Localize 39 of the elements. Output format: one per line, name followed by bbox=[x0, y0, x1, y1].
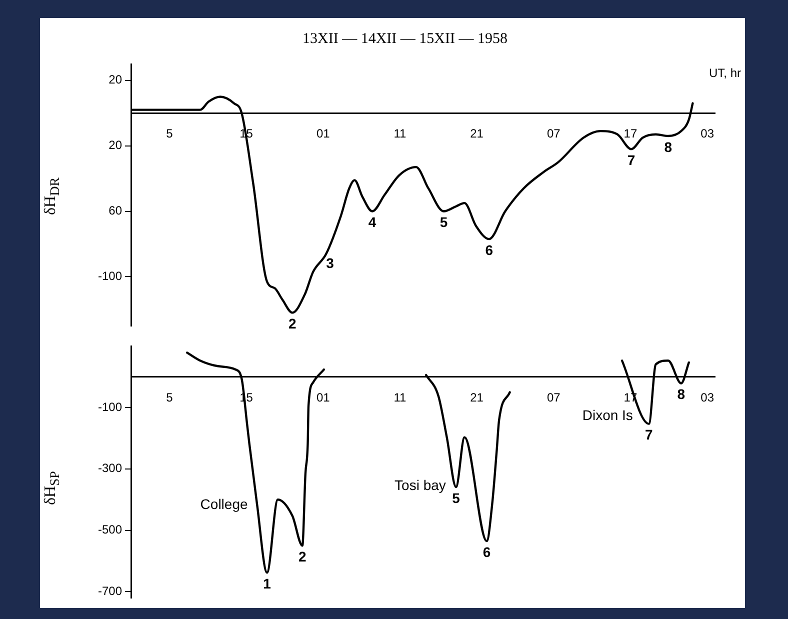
annotation: 2 bbox=[288, 316, 296, 332]
x-tick-label: 21 bbox=[470, 390, 484, 404]
x-tick-label: 03 bbox=[700, 390, 714, 404]
y-tick-label: 20 bbox=[108, 138, 122, 152]
y-tick-label: -100 bbox=[98, 269, 122, 284]
x-tick-label: 01 bbox=[316, 390, 330, 404]
y-tick-label: -100 bbox=[98, 400, 122, 414]
annotation: 4 bbox=[368, 214, 376, 230]
annotation: 2 bbox=[298, 548, 306, 564]
annotation: 5 bbox=[452, 490, 460, 506]
annotation: 6 bbox=[485, 242, 494, 258]
x-tick-label: 11 bbox=[394, 126, 407, 141]
x-tick-label: 07 bbox=[546, 390, 561, 404]
annotation: 7 bbox=[627, 152, 636, 168]
x-axis-title: UT, hr bbox=[708, 66, 741, 80]
x-tick-label: 11 bbox=[394, 390, 407, 404]
x-tick-label: 5 bbox=[166, 126, 174, 141]
annotation: 7 bbox=[645, 426, 654, 443]
y-tick-label: 60 bbox=[108, 204, 122, 218]
x-tick-label: 03 bbox=[700, 126, 714, 141]
x-tick-label: 17 bbox=[624, 126, 638, 141]
annotation: 1 bbox=[263, 576, 272, 592]
annotation: 8 bbox=[664, 138, 672, 155]
annotation: 8 bbox=[677, 386, 686, 402]
annotation: 5 bbox=[440, 214, 448, 230]
annotation: 6 bbox=[482, 544, 491, 560]
x-tick-label: 21 bbox=[470, 126, 484, 141]
series-label: College bbox=[200, 496, 248, 512]
y-tick-label: -500 bbox=[98, 522, 122, 537]
series-label: Dixon Is bbox=[582, 406, 633, 423]
y-tick-label: -700 bbox=[98, 584, 122, 598]
y-tick-label: 20 bbox=[108, 72, 122, 87]
chart-title: 13XII — 14XII — 15XII — 1958 bbox=[302, 30, 508, 47]
series-label: Tosi bay bbox=[394, 477, 446, 494]
x-tick-label: 07 bbox=[546, 126, 561, 141]
y-tick-label: -300 bbox=[98, 461, 122, 476]
x-tick-label: 5 bbox=[166, 390, 174, 404]
x-tick-label: 01 bbox=[316, 126, 330, 141]
annotation: 3 bbox=[326, 255, 334, 272]
